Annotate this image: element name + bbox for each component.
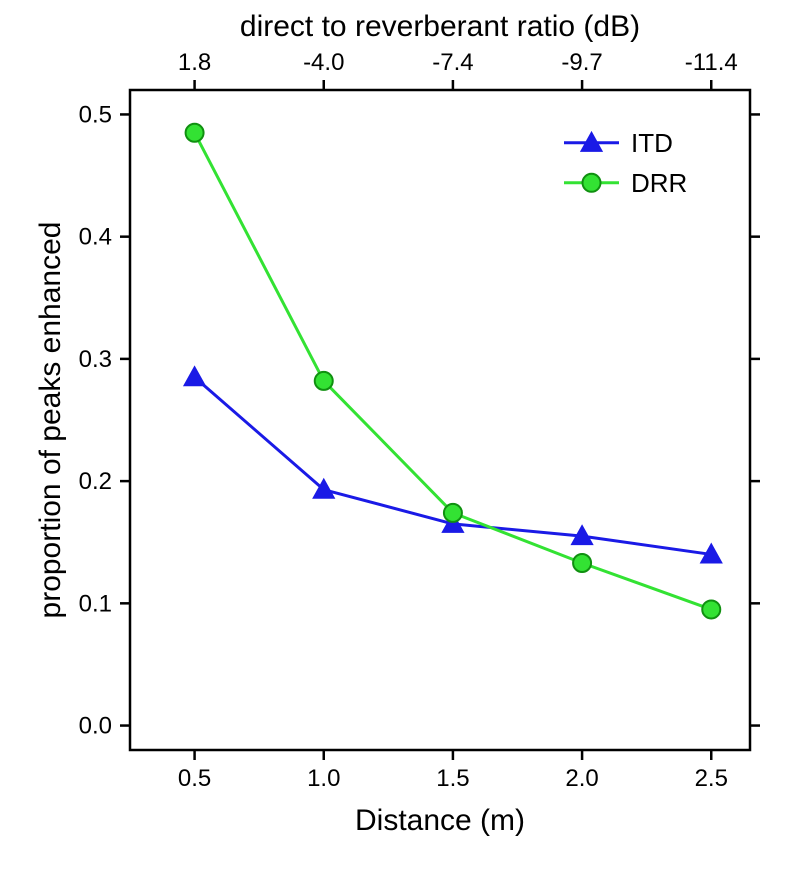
y-axis-title: proportion of peaks enhanced bbox=[34, 222, 67, 619]
data-marker bbox=[702, 600, 720, 618]
top-tick-label: -9.7 bbox=[561, 49, 602, 76]
x-tick-label: 1.5 bbox=[436, 765, 469, 792]
top-tick-label: 1.8 bbox=[178, 49, 211, 76]
y-tick-label: 0.5 bbox=[79, 101, 112, 128]
y-tick-label: 0.1 bbox=[79, 590, 112, 617]
data-marker bbox=[444, 504, 462, 522]
x-axis-title: Distance (m) bbox=[355, 804, 525, 837]
data-marker bbox=[186, 124, 204, 142]
data-marker bbox=[583, 174, 601, 192]
chart-container: 0.5 1.0 1.5 2.0 2.5 Distance (m) 1.8 -4.0 -7.4 -9… bbox=[0, 0, 800, 884]
line-chart: 0.5 1.0 1.5 2.0 2.5 Distance (m) 1.8 -4.0 -7.4 -9… bbox=[0, 0, 800, 884]
legend-label: ITD bbox=[631, 128, 673, 158]
top-axis-title: direct to reverberant ratio (dB) bbox=[240, 10, 640, 43]
series-line-DRR bbox=[195, 133, 712, 610]
top-tick-label: -11.4 bbox=[685, 49, 738, 76]
data-marker bbox=[573, 554, 591, 572]
legend-label: DRR bbox=[631, 168, 687, 198]
top-tick-label: -7.4 bbox=[432, 49, 473, 76]
y-tick-label: 0.3 bbox=[79, 346, 112, 373]
x-tick-label: 2.5 bbox=[695, 765, 728, 792]
x-tick-label: 0.5 bbox=[178, 765, 211, 792]
data-marker bbox=[184, 367, 205, 386]
x-tick-label: 2.0 bbox=[565, 765, 598, 792]
y-tick-label: 0.4 bbox=[79, 224, 112, 251]
y-tick-label: 0.0 bbox=[79, 713, 112, 740]
x-tick-label: 1.0 bbox=[307, 765, 340, 792]
top-tick-label: -4.0 bbox=[303, 49, 344, 76]
data-marker bbox=[315, 372, 333, 390]
y-tick-label: 0.2 bbox=[79, 468, 112, 495]
